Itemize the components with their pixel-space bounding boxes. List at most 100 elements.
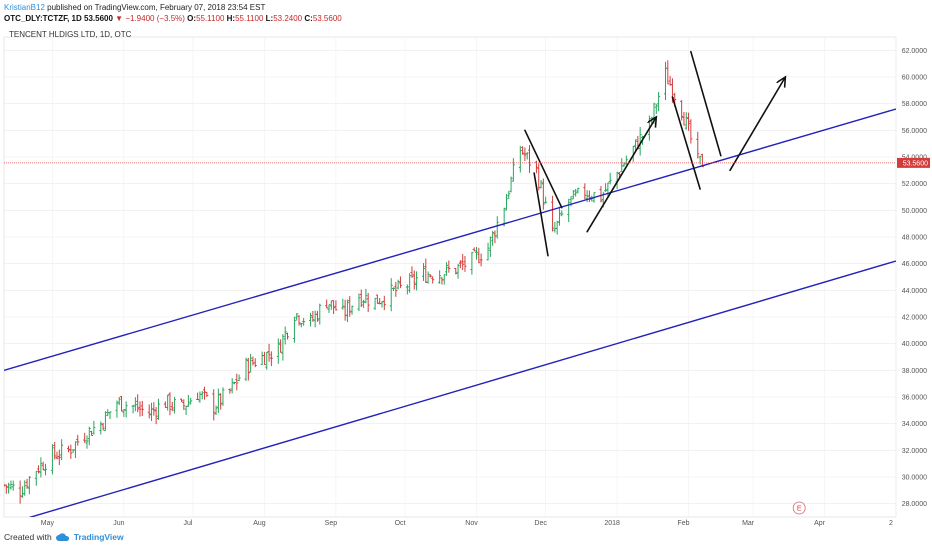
ohlc-bar — [286, 332, 290, 340]
ohlc-bar — [571, 190, 575, 200]
ohlc-bar — [34, 470, 38, 486]
ohlc-bar — [431, 276, 435, 284]
earnings-marker[interactable]: E — [792, 501, 806, 515]
ohlc-bar — [504, 194, 508, 211]
ohlc-bar — [189, 397, 193, 405]
author-link[interactable]: KristianB12 — [4, 3, 45, 12]
ohlc-bar — [325, 299, 329, 309]
y-tick-label: 28.0000 — [902, 501, 927, 508]
tradingview-brand[interactable]: TradingView — [73, 532, 124, 542]
ohlc-bar — [152, 402, 156, 416]
symbol-label: OTC_DLY:TCTZF, 1D — [4, 14, 82, 23]
ohlc-bar — [166, 394, 170, 411]
publish-line: KristianB12 published on TradingView.com… — [4, 2, 342, 13]
x-tick-label: Jul — [184, 520, 193, 527]
x-tick-label: Apr — [814, 520, 826, 527]
ohlc-bar — [426, 271, 430, 284]
channel-upper-line[interactable] — [4, 108, 896, 372]
ohlc-bar — [682, 111, 686, 126]
ohlc-bar — [507, 190, 511, 200]
ohlc-bar — [262, 351, 266, 366]
down-line-1[interactable] — [524, 129, 563, 209]
ohlc-bar — [219, 393, 223, 410]
ohlc-bar — [555, 220, 559, 235]
down-line-2[interactable] — [533, 172, 549, 257]
ohlc-bar — [50, 444, 54, 475]
ohlc-bar — [235, 373, 239, 391]
x-tick-label: Dec — [534, 520, 547, 527]
low-label: L: — [265, 14, 274, 23]
ohlc-bar — [421, 263, 425, 281]
ohlc-bar — [92, 420, 96, 435]
ohlc-bar — [295, 313, 299, 321]
up-arrow-1[interactable] — [586, 117, 656, 233]
ohlc-bar — [617, 172, 621, 178]
ohlc-bar — [108, 411, 112, 419]
ohlc-bar — [454, 267, 458, 275]
close-value: 53.5600 — [312, 14, 342, 23]
ohlc-bar — [373, 297, 377, 310]
ohlc-bar — [265, 351, 269, 370]
last-price-tag: 53.5600 — [897, 157, 930, 168]
ohlc-bar — [186, 394, 190, 407]
ohlc-bar — [327, 304, 331, 313]
ohlc-bar — [382, 295, 386, 311]
close-label: C: — [304, 14, 313, 23]
up-arrow-2[interactable] — [729, 77, 785, 172]
ohlc-bar — [302, 317, 306, 326]
ohlc-bar — [700, 153, 704, 168]
ohlc-bar — [76, 434, 80, 446]
ohlc-bar — [283, 326, 287, 345]
ohlc-bar — [332, 300, 336, 314]
ohlc-bar — [67, 445, 71, 453]
ohlc-bar — [408, 273, 412, 293]
ohlc-bar — [604, 183, 608, 192]
ohlc-bar — [147, 404, 151, 419]
ohlc-bar — [576, 187, 580, 194]
down-line-4[interactable] — [690, 50, 722, 157]
ohlc-bar — [230, 378, 234, 394]
ohlc-bar — [138, 401, 142, 417]
ohlc-bar — [154, 407, 158, 425]
ohlc-bar — [101, 422, 105, 431]
ohlc-bar — [689, 119, 693, 144]
ohlc-bar — [560, 210, 564, 217]
ohlc-bar — [345, 299, 349, 323]
open-label: O: — [187, 14, 197, 23]
ohlc-bar — [253, 358, 257, 368]
ohlc-bar — [477, 247, 481, 264]
ohlc-bar — [237, 374, 241, 382]
ohlc-bar — [567, 198, 571, 223]
chart-header: KristianB12 published on TradingView.com… — [4, 2, 342, 24]
ohlc-bar — [25, 478, 29, 489]
ohlc-bar — [124, 401, 128, 418]
ohlc-bar — [442, 274, 446, 285]
ohlc-bar — [11, 480, 15, 491]
ohlc-bar — [214, 405, 218, 415]
price-axis[interactable]: 28.0000 30.0000 32.0000 34.0000 36.0000 38.00… — [902, 48, 927, 508]
ohlc-bar — [491, 230, 495, 246]
down-line-3[interactable] — [671, 96, 701, 190]
channel-lines[interactable] — [4, 108, 896, 525]
open-value: 55.1100 — [196, 14, 225, 23]
earnings-label: E — [797, 506, 802, 513]
y-tick-label: 32.0000 — [902, 448, 927, 455]
ohlc-bar — [196, 392, 200, 400]
price-chart[interactable]: TENCENT HLDIGS LTD, 1D, OTC 28.0000 30.00… — [0, 30, 932, 528]
time-axis[interactable]: May Jun Jul Aug Sep Oct Nov Dec 2018 Feb Mar Apr 2 — [41, 520, 893, 527]
low-value: 53.2400 — [273, 14, 303, 23]
ohlc-bar — [267, 343, 271, 362]
y-tick-label: 52.0000 — [902, 181, 927, 188]
ohlc-bar — [318, 303, 322, 325]
ohlc-bar — [120, 395, 124, 412]
ohlc-bar — [415, 271, 419, 291]
drawing-annotations[interactable] — [524, 50, 785, 257]
created-with-label: Created with — [4, 532, 52, 542]
earnings-circle[interactable] — [792, 501, 806, 515]
ohlc-bar — [315, 310, 319, 322]
y-tick-label: 48.0000 — [902, 235, 927, 242]
ohlc-bar — [668, 75, 672, 86]
ohlc-bar — [398, 276, 402, 289]
ohlc-bar — [115, 400, 119, 418]
channel-lower-line[interactable] — [4, 260, 896, 525]
